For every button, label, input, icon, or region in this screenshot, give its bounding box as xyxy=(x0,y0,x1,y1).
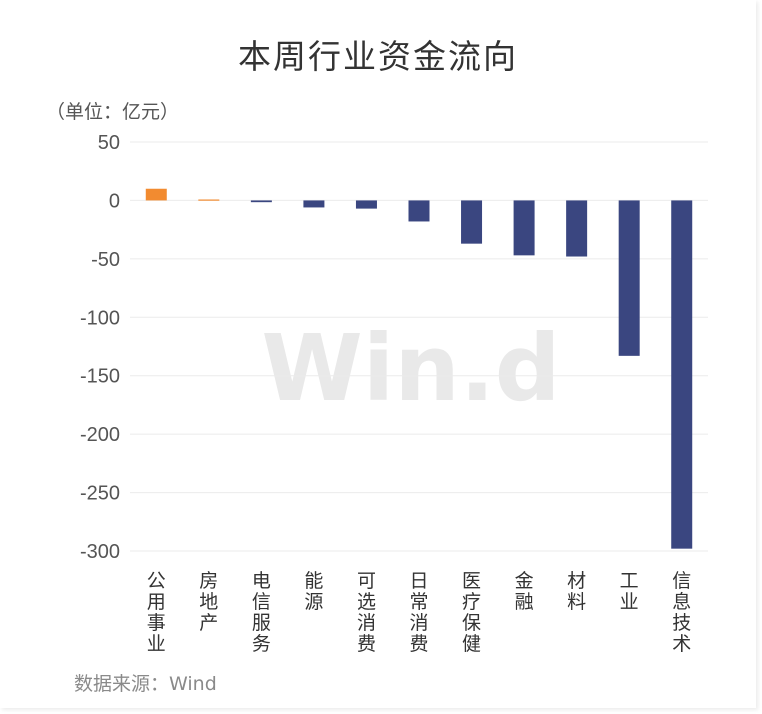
y-tick-label: -250 xyxy=(80,483,120,505)
bar xyxy=(145,188,167,201)
x-tick-label: 信息技术 xyxy=(672,570,691,655)
source-label: 数据来源：Wind xyxy=(74,673,217,695)
bar xyxy=(408,200,430,222)
bar xyxy=(618,200,640,356)
x-tick-label: 工业 xyxy=(620,570,639,613)
bar xyxy=(566,200,588,257)
y-tick-label: -100 xyxy=(80,307,120,329)
y-tick-label: 0 xyxy=(109,190,120,212)
y-tick-label: 50 xyxy=(98,132,120,154)
x-tick-label: 公用事业 xyxy=(147,570,166,655)
watermark-text: Win.d xyxy=(261,315,560,422)
y-tick-label: -300 xyxy=(80,541,120,563)
chart-title: 本周行业资金流向 xyxy=(238,37,518,76)
x-tick-label: 能源 xyxy=(304,570,323,613)
bar xyxy=(461,200,483,244)
bar xyxy=(198,199,220,201)
bar xyxy=(671,200,693,549)
bar xyxy=(303,200,325,208)
bar xyxy=(513,200,535,256)
y-tick-label: -50 xyxy=(91,249,120,271)
bar xyxy=(355,200,377,209)
x-tick-label: 日常消费 xyxy=(409,570,428,655)
x-tick-label: 医疗保健 xyxy=(462,570,481,655)
bar xyxy=(250,200,272,203)
y-tick-label: -150 xyxy=(80,366,120,388)
unit-label: （单位：亿元） xyxy=(46,101,180,123)
x-tick-label: 金融 xyxy=(515,570,534,613)
y-tick-label: -200 xyxy=(80,424,120,446)
x-tick-label: 房地产 xyxy=(199,570,218,634)
x-tick-label: 可选消费 xyxy=(357,570,376,655)
x-tick-label: 电信服务 xyxy=(252,570,271,655)
x-tick-label: 材料 xyxy=(567,570,586,613)
